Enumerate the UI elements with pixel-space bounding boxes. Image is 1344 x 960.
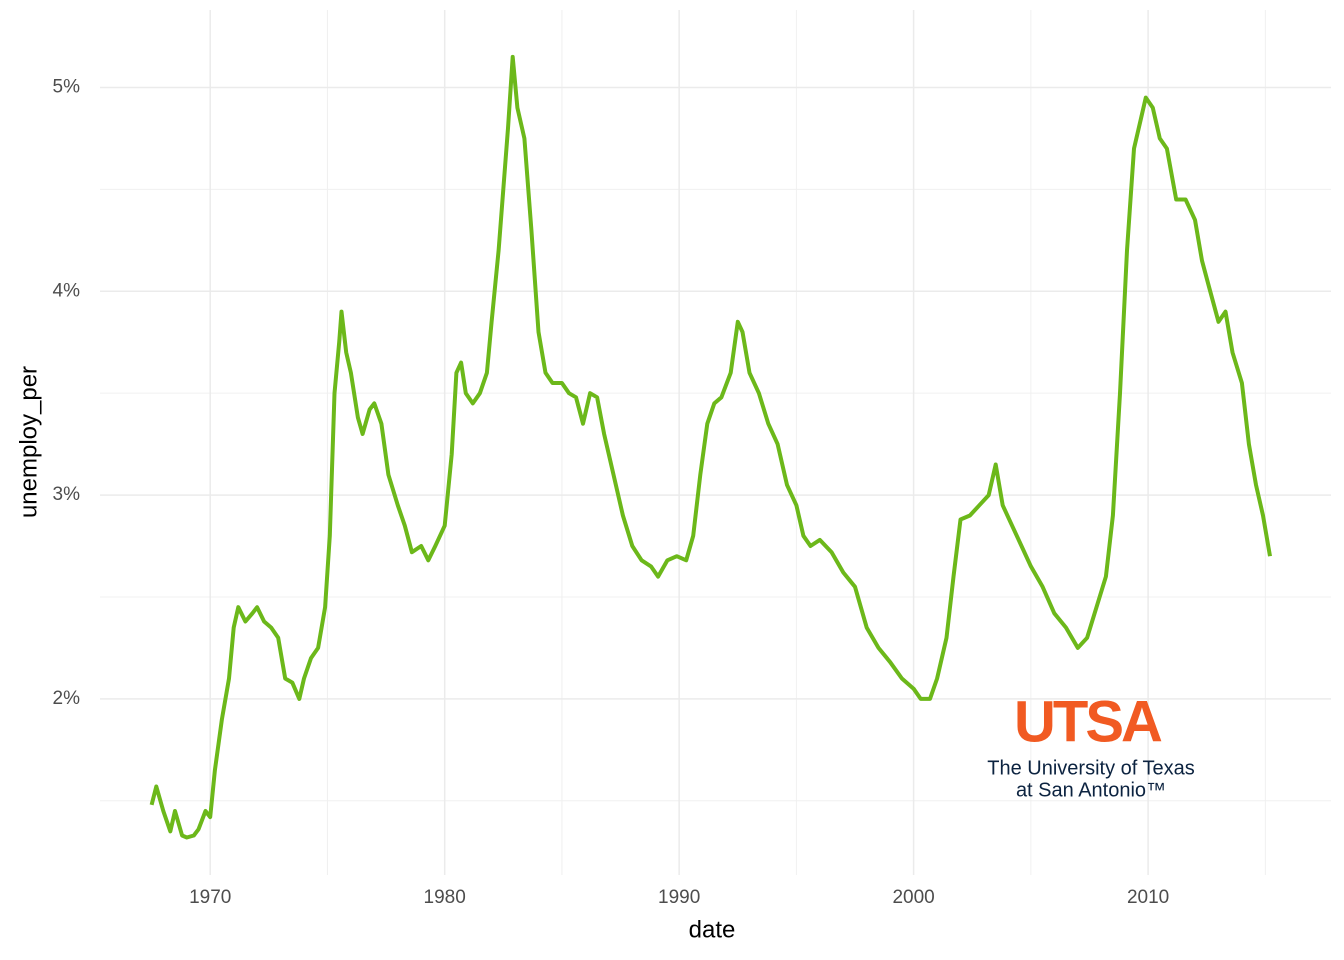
logo-line: at San Antonio™	[1016, 779, 1166, 801]
logo-line: The University of Texas	[987, 757, 1195, 779]
x-tick-label: 2000	[892, 887, 934, 908]
y-axis-title: unemploy_per	[15, 366, 42, 518]
logo-mark: UTSA	[1014, 689, 1162, 754]
logo: UTSA The University of Texas at San Anto…	[987, 689, 1195, 801]
x-tick-label: 1990	[658, 887, 700, 908]
y-tick-label: 3%	[53, 484, 81, 505]
x-axis-title: date	[689, 916, 736, 943]
data-line	[149, 54, 1272, 840]
x-tick-label: 1980	[424, 887, 466, 908]
y-tick-label: 5%	[53, 76, 81, 97]
y-tick-label: 2%	[53, 688, 81, 709]
x-tick-label: 1970	[189, 887, 231, 908]
y-tick-label: 4%	[53, 280, 81, 301]
x-tick-label: 2010	[1127, 887, 1169, 908]
